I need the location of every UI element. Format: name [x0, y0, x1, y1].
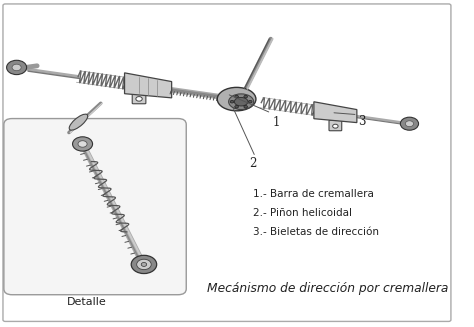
- Circle shape: [235, 106, 238, 108]
- Text: 3.- Bieletas de dirección: 3.- Bieletas de dirección: [253, 227, 379, 237]
- Circle shape: [136, 96, 142, 101]
- Text: 2.- Piñon helicoidal: 2.- Piñon helicoidal: [253, 208, 352, 218]
- FancyBboxPatch shape: [329, 120, 342, 131]
- Ellipse shape: [234, 97, 248, 106]
- Text: 2: 2: [249, 157, 257, 170]
- Circle shape: [244, 106, 247, 108]
- Circle shape: [401, 117, 419, 130]
- Circle shape: [73, 137, 92, 151]
- Circle shape: [333, 124, 338, 128]
- Circle shape: [405, 121, 413, 127]
- Text: Detalle: Detalle: [67, 297, 107, 307]
- Circle shape: [131, 255, 157, 274]
- Circle shape: [230, 100, 234, 103]
- Text: 1: 1: [272, 116, 280, 129]
- Circle shape: [244, 95, 247, 98]
- Circle shape: [7, 60, 27, 75]
- FancyBboxPatch shape: [3, 4, 451, 321]
- Circle shape: [137, 259, 151, 270]
- Circle shape: [141, 263, 146, 267]
- FancyBboxPatch shape: [4, 119, 186, 295]
- Text: 1.- Barra de cremallera: 1.- Barra de cremallera: [253, 189, 374, 199]
- Circle shape: [248, 100, 252, 103]
- Text: 3: 3: [358, 115, 366, 128]
- Polygon shape: [314, 102, 357, 123]
- Ellipse shape: [217, 87, 256, 111]
- Circle shape: [12, 64, 21, 71]
- FancyBboxPatch shape: [132, 93, 146, 104]
- Circle shape: [235, 95, 238, 98]
- Ellipse shape: [228, 94, 254, 110]
- Text: Mecánismo de dirección por cremallera: Mecánismo de dirección por cremallera: [208, 282, 449, 295]
- Ellipse shape: [69, 114, 88, 130]
- Polygon shape: [125, 73, 172, 98]
- Circle shape: [78, 141, 87, 147]
